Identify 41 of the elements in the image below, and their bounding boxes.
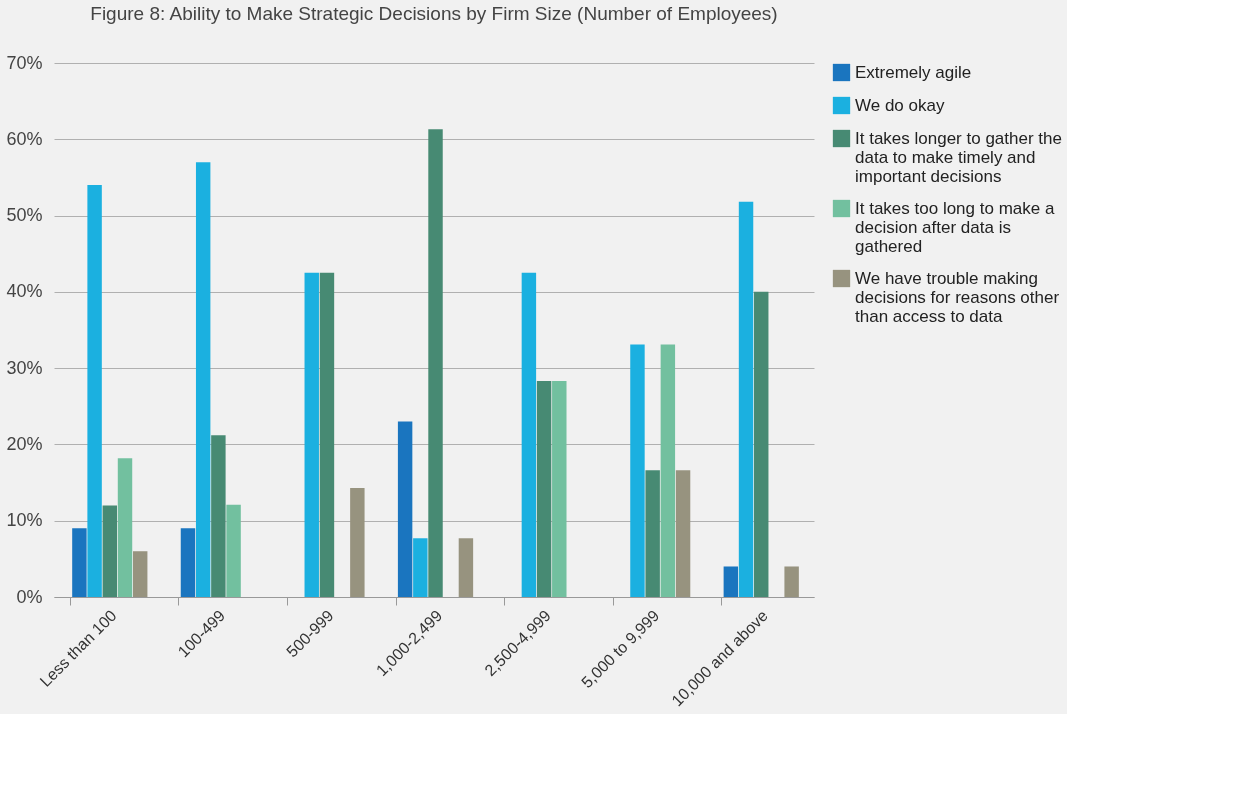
bar: [552, 381, 567, 597]
bar: [211, 435, 226, 597]
bar: [195, 162, 211, 597]
bar: [630, 344, 645, 597]
y-tick-label: 20%: [6, 433, 43, 454]
legend-label: It takes too long to make a decision after data is gathered: [855, 198, 1055, 256]
bar: [645, 470, 660, 597]
bar: [132, 551, 148, 597]
legend-label: It takes longer to gather the data to make timely and important decisions: [855, 128, 1062, 186]
y-tick-label: 50%: [6, 205, 43, 226]
bar: [521, 272, 537, 597]
legend-label: We do okay: [855, 95, 945, 115]
bar: [754, 291, 769, 597]
bar: [723, 566, 739, 597]
bar: [226, 504, 241, 597]
bar: [319, 272, 335, 597]
legend-label: We have trouble making decisions for reasons other than access to data: [855, 268, 1060, 326]
bar: [117, 458, 133, 597]
y-tick-label: 70%: [6, 52, 43, 73]
y-tick-label: 60%: [6, 128, 43, 149]
y-tick-label: 0%: [16, 586, 43, 607]
bar: [784, 566, 799, 597]
bar: [428, 129, 443, 597]
bar: [536, 381, 552, 597]
chart-title: Figure 8: Ability to Make Strategic Decisions by Firm Size (Number of Employees): [90, 3, 778, 24]
y-tick-label: 10%: [6, 510, 43, 531]
bar: [458, 538, 474, 597]
bar: [350, 487, 365, 597]
bar: [675, 470, 691, 597]
bar: [660, 344, 676, 597]
bar: [397, 421, 413, 597]
bar: [738, 201, 754, 597]
y-tick-label: 40%: [6, 281, 43, 302]
bar: [102, 505, 118, 597]
bar: [413, 538, 428, 597]
bar: [72, 528, 87, 597]
legend-label: Extremely agile: [855, 62, 972, 82]
bar: [304, 272, 319, 597]
bar: [87, 185, 102, 597]
bar: [180, 528, 196, 597]
y-tick-label: 30%: [6, 357, 43, 378]
